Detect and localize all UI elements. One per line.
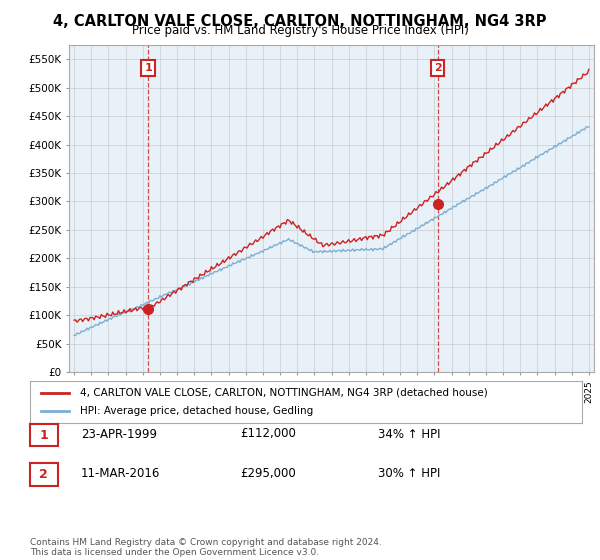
- Text: Contains HM Land Registry data © Crown copyright and database right 2024.
This d: Contains HM Land Registry data © Crown c…: [30, 538, 382, 557]
- Text: 4, CARLTON VALE CLOSE, CARLTON, NOTTINGHAM, NG4 3RP: 4, CARLTON VALE CLOSE, CARLTON, NOTTINGH…: [53, 14, 547, 29]
- Text: 30% ↑ HPI: 30% ↑ HPI: [378, 466, 440, 480]
- Text: 1: 1: [144, 63, 152, 73]
- Text: 11-MAR-2016: 11-MAR-2016: [81, 466, 160, 480]
- Text: 4, CARLTON VALE CLOSE, CARLTON, NOTTINGHAM, NG4 3RP (detached house): 4, CARLTON VALE CLOSE, CARLTON, NOTTINGH…: [80, 388, 487, 398]
- Text: 34% ↑ HPI: 34% ↑ HPI: [378, 427, 440, 441]
- Text: 23-APR-1999: 23-APR-1999: [81, 427, 157, 441]
- Text: £295,000: £295,000: [240, 466, 296, 480]
- Text: 2: 2: [434, 63, 442, 73]
- Text: £112,000: £112,000: [240, 427, 296, 441]
- Text: 2: 2: [40, 468, 48, 481]
- Text: HPI: Average price, detached house, Gedling: HPI: Average price, detached house, Gedl…: [80, 406, 313, 416]
- Text: 1: 1: [40, 428, 48, 442]
- Text: Price paid vs. HM Land Registry's House Price Index (HPI): Price paid vs. HM Land Registry's House …: [131, 24, 469, 37]
